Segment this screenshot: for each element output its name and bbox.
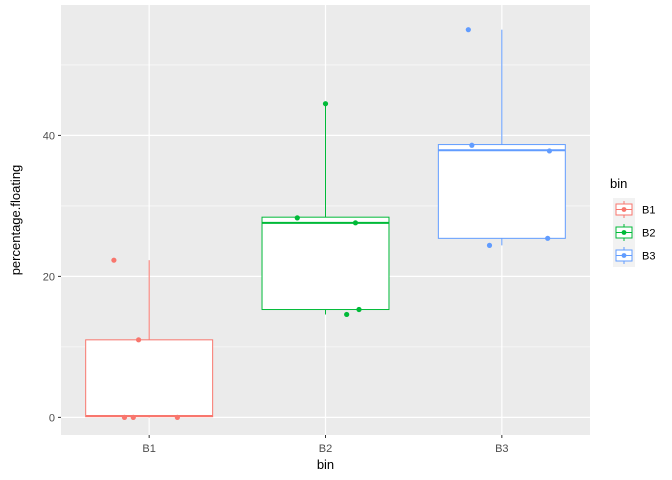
x-tick-label: B3 xyxy=(495,443,508,455)
y-axis: 0 20 40 xyxy=(43,130,61,424)
data-point-b3 xyxy=(465,27,471,33)
legend-key-b1 xyxy=(613,198,635,221)
box-b3 xyxy=(437,29,566,246)
data-point-b1 xyxy=(174,414,180,420)
box-iqr xyxy=(261,216,390,311)
x-tick-label: B1 xyxy=(142,443,155,455)
data-point-b2 xyxy=(322,101,329,107)
legend-title: bin xyxy=(610,176,627,191)
boxes xyxy=(85,29,566,418)
y-axis-title: percentage.floating xyxy=(8,165,23,276)
legend: bin B1 B2 B3 xyxy=(610,176,655,267)
y-tick-label: 20 xyxy=(43,271,55,283)
x-tick-label: B2 xyxy=(319,443,332,455)
y-tick-label: 0 xyxy=(49,412,55,424)
legend-label-b3: B3 xyxy=(642,251,655,263)
legend-label-b2: B2 xyxy=(642,228,655,240)
data-point-b1 xyxy=(111,257,117,263)
box-b1 xyxy=(85,260,214,418)
legend-label-b1: B1 xyxy=(642,205,655,217)
data-point-b2 xyxy=(352,220,359,226)
data-point-b2 xyxy=(294,215,300,221)
legend-key-point xyxy=(621,207,627,212)
legend-key-point xyxy=(621,253,627,258)
data-point-b3 xyxy=(486,242,493,248)
y-tick-label: 40 xyxy=(43,130,55,142)
x-axis-title: bin xyxy=(317,457,334,472)
legend-key-b3 xyxy=(613,244,635,267)
data-point-b1 xyxy=(135,337,142,343)
legend-key-point xyxy=(621,230,627,235)
box-iqr xyxy=(85,339,214,418)
data-point-b3 xyxy=(546,148,553,154)
legend-key-b2 xyxy=(613,221,635,244)
data-point-b2 xyxy=(344,311,350,318)
data-point-b2 xyxy=(356,306,362,313)
box-b2 xyxy=(261,103,390,315)
x-axis: B1 B2 B3 xyxy=(142,435,509,455)
points xyxy=(111,27,553,420)
data-point-b1 xyxy=(130,414,136,420)
data-point-b3 xyxy=(545,235,551,241)
box-iqr xyxy=(437,144,566,239)
data-point-b3 xyxy=(469,142,475,148)
data-point-b1 xyxy=(121,414,128,420)
